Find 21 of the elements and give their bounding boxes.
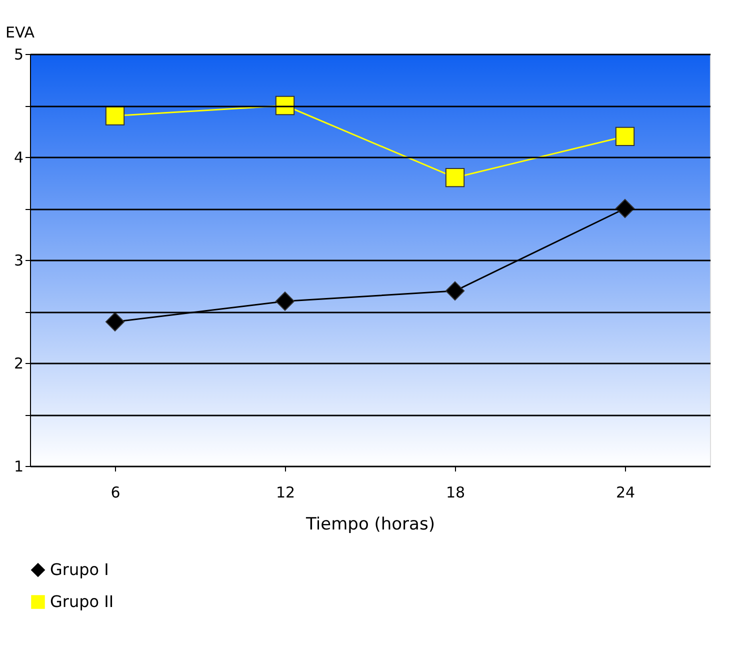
x-tick-label: 24 bbox=[616, 484, 636, 502]
y-tick-label: 1 bbox=[14, 458, 24, 476]
x-axis-title: Tiempo (horas) bbox=[305, 514, 435, 534]
y-axis-title: EVA bbox=[6, 24, 36, 42]
point bbox=[105, 312, 125, 332]
y-tick-label: 2 bbox=[14, 354, 24, 372]
point bbox=[275, 96, 295, 116]
x-tick-label: 18 bbox=[446, 484, 466, 502]
legend-label: Grupo II bbox=[50, 592, 114, 611]
legend-label: Grupo I bbox=[50, 560, 109, 579]
x-tick-label: 12 bbox=[276, 484, 296, 502]
point bbox=[445, 281, 465, 300]
point bbox=[105, 106, 125, 126]
point bbox=[615, 198, 635, 218]
y-tick-label: 5 bbox=[14, 46, 24, 64]
x-tick-label: 6 bbox=[110, 484, 120, 502]
y-tick-label: 3 bbox=[14, 252, 24, 270]
point bbox=[615, 126, 635, 146]
y-tick-label: 4 bbox=[14, 148, 24, 166]
point bbox=[275, 292, 295, 311]
point bbox=[445, 168, 465, 188]
